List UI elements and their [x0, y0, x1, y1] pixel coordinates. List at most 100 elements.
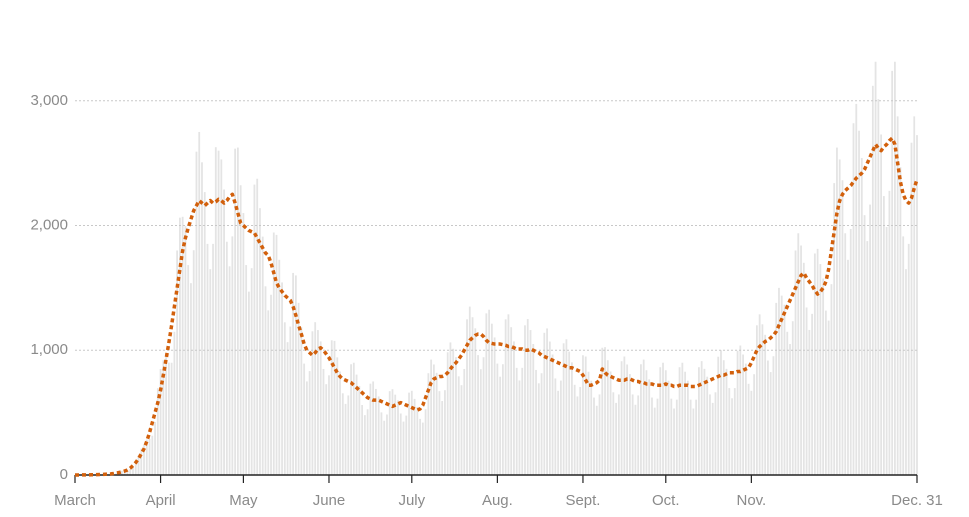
- bar: [485, 313, 488, 475]
- bar: [212, 243, 214, 475]
- bar: [344, 403, 347, 475]
- bar: [399, 413, 402, 475]
- bar: [830, 284, 833, 475]
- bar: [521, 367, 524, 475]
- bar: [380, 412, 383, 475]
- bar: [670, 398, 673, 475]
- bar: [435, 372, 438, 475]
- bar: [595, 405, 598, 475]
- bar: [209, 269, 212, 475]
- bar: [866, 241, 869, 475]
- bar: [317, 330, 319, 475]
- bar: [860, 158, 863, 475]
- bar: [292, 272, 294, 475]
- bar: [308, 371, 311, 475]
- bar: [502, 364, 504, 475]
- bar: [813, 253, 816, 475]
- bar: [228, 266, 231, 475]
- bar: [441, 401, 444, 475]
- bar: [615, 402, 617, 475]
- bar: [855, 103, 858, 475]
- bar: [816, 248, 819, 475]
- bar: [181, 216, 184, 475]
- bar: [794, 250, 797, 475]
- bar: [438, 391, 441, 475]
- bar: [761, 324, 764, 475]
- bar: [159, 368, 162, 475]
- bar: [891, 70, 894, 475]
- bar: [637, 395, 640, 475]
- bar: [847, 259, 849, 475]
- bar: [143, 444, 145, 475]
- bar: [664, 370, 667, 475]
- bar: [750, 390, 753, 475]
- bar: [267, 310, 270, 475]
- bar: [838, 159, 841, 476]
- bar: [772, 356, 775, 475]
- bar: [678, 367, 681, 475]
- bar: [115, 473, 118, 475]
- bar: [452, 348, 455, 475]
- bar: [325, 384, 328, 475]
- bar: [590, 380, 593, 475]
- bar: [283, 322, 286, 475]
- bar: [681, 362, 684, 475]
- bar: [612, 392, 615, 475]
- bar: [477, 355, 479, 475]
- bar: [231, 236, 234, 475]
- bar: [733, 388, 736, 475]
- bar: [584, 356, 587, 475]
- bar: [198, 131, 201, 475]
- bar: [129, 469, 132, 475]
- bar: [628, 374, 631, 475]
- bar: [515, 367, 518, 475]
- bar: [179, 217, 181, 475]
- bar: [780, 295, 783, 475]
- bar: [239, 185, 242, 475]
- x-tick-label: June: [313, 492, 346, 509]
- bar: [573, 384, 576, 475]
- bar: [496, 363, 499, 475]
- bar: [571, 362, 573, 475]
- bar: [722, 360, 725, 475]
- bar: [220, 159, 223, 476]
- bar: [783, 304, 786, 475]
- bar: [736, 350, 739, 475]
- bar: [640, 364, 642, 475]
- bar: [333, 340, 336, 475]
- bar: [714, 392, 717, 475]
- bar: [424, 409, 427, 475]
- bar: [201, 162, 203, 476]
- bar: [261, 236, 264, 475]
- bar: [769, 372, 772, 475]
- bar: [645, 370, 648, 475]
- bar: [744, 363, 747, 475]
- bar: [488, 309, 490, 475]
- bar: [642, 359, 645, 475]
- bar: [548, 341, 551, 475]
- x-tick-label: Oct.: [652, 492, 680, 509]
- bar: [328, 375, 330, 475]
- bar: [653, 407, 656, 475]
- y-tick-label: 1,000: [30, 341, 68, 358]
- bar: [145, 439, 148, 475]
- bar: [510, 327, 513, 475]
- bar: [554, 378, 557, 475]
- bar: [684, 371, 687, 475]
- bar: [755, 325, 758, 475]
- bar: [802, 262, 805, 475]
- x-tick-label: Aug.: [482, 492, 513, 509]
- bar: [882, 196, 885, 475]
- bar: [236, 147, 239, 475]
- bar: [281, 282, 283, 475]
- bar: [474, 328, 477, 475]
- bar: [234, 148, 237, 475]
- bar: [416, 406, 419, 475]
- bar: [264, 286, 267, 475]
- bar: [695, 399, 698, 475]
- bar: [300, 326, 303, 475]
- bar: [217, 150, 220, 475]
- bar: [631, 394, 634, 475]
- bar: [836, 147, 838, 475]
- bar: [568, 351, 571, 475]
